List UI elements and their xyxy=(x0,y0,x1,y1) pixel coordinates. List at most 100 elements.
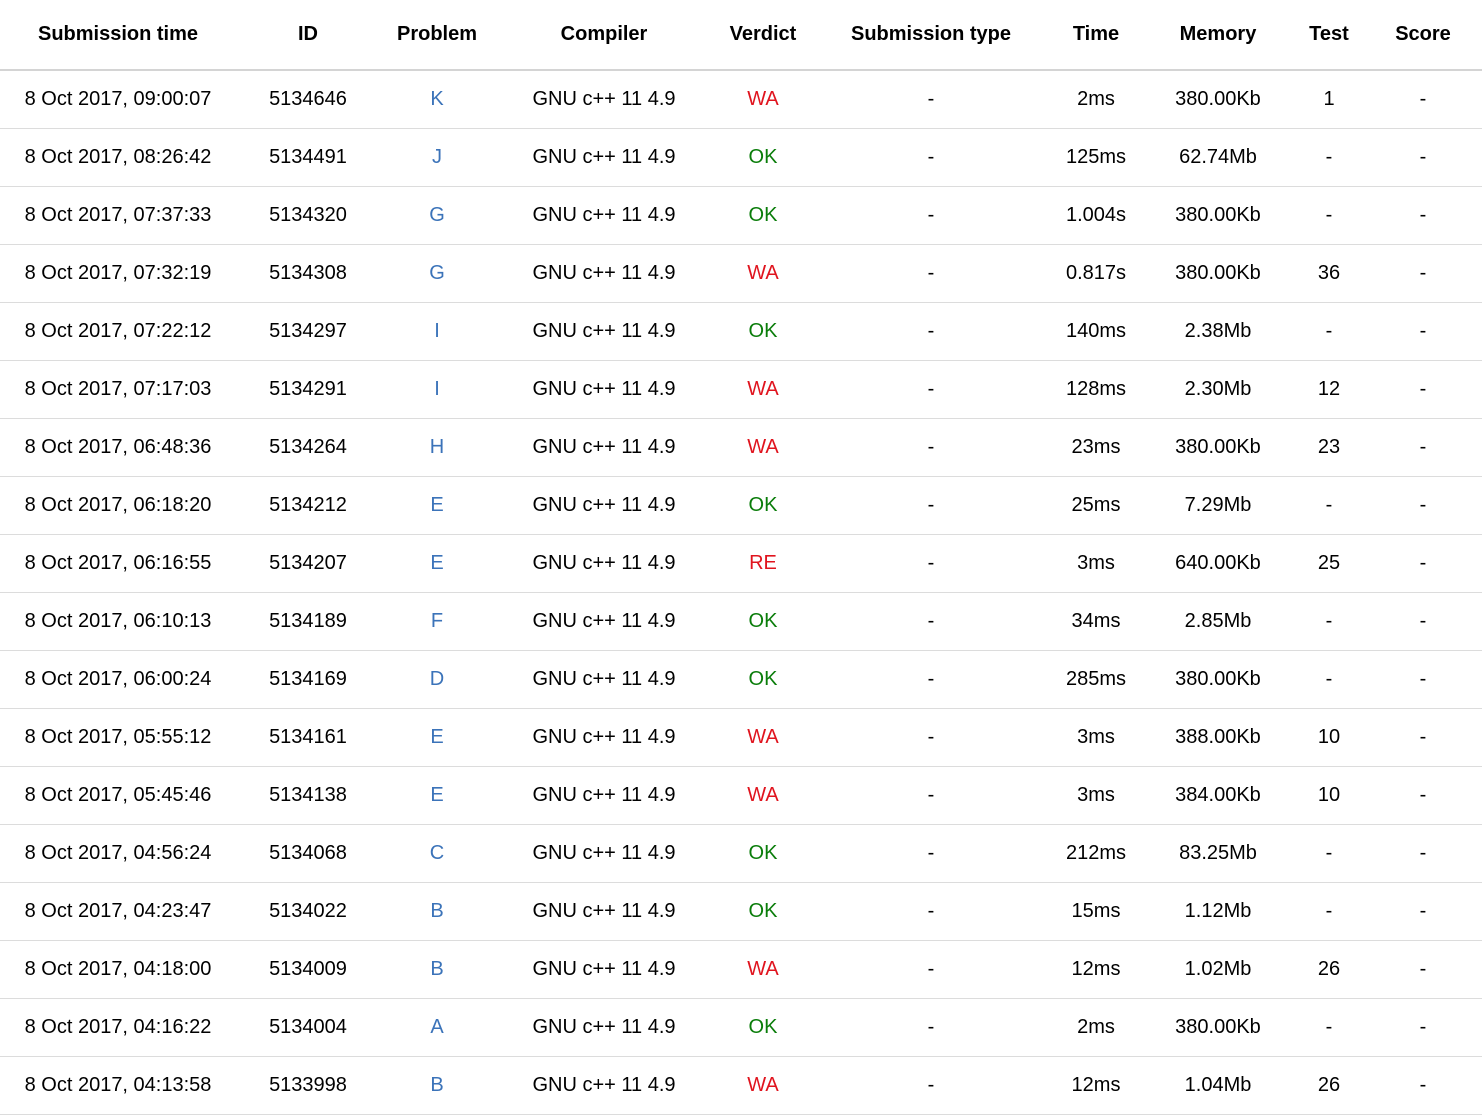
problem-link[interactable]: I xyxy=(434,320,440,342)
cell-memory: 2.85Mb xyxy=(1142,592,1294,651)
table-row: 8 Oct 2017, 04:13:58 5133998 B GNU c++ 11 4… xyxy=(0,1056,1482,1115)
cell-time: 3ms xyxy=(1050,534,1142,593)
problem-link[interactable]: B xyxy=(430,958,444,980)
cell-id: 5134291 xyxy=(236,360,380,419)
cell-submission-type: - xyxy=(812,998,1050,1057)
cell-problem: F xyxy=(380,592,494,651)
cell-verdict: OK xyxy=(714,650,812,709)
header-submission-time: Submission time xyxy=(0,0,236,71)
cell-compiler: GNU c++ 11 4.9 xyxy=(494,128,714,187)
cell-verdict: OK xyxy=(714,824,812,883)
cell-problem: B xyxy=(380,940,494,999)
cell-test: 1 xyxy=(1294,70,1364,129)
cell-id: 5134169 xyxy=(236,650,380,709)
cell-score: - xyxy=(1364,360,1482,419)
problem-link[interactable]: C xyxy=(429,842,445,864)
cell-memory: 380.00Kb xyxy=(1142,244,1294,303)
cell-verdict: WA xyxy=(714,418,812,477)
problem-link[interactable]: I xyxy=(434,378,440,400)
cell-submission-type: - xyxy=(812,476,1050,535)
cell-score: - xyxy=(1364,70,1482,129)
cell-time: 2ms xyxy=(1050,70,1142,129)
cell-verdict: OK xyxy=(714,882,812,941)
cell-compiler: GNU c++ 11 4.9 xyxy=(494,360,714,419)
cell-compiler: GNU c++ 11 4.9 xyxy=(494,766,714,825)
cell-time: 34ms xyxy=(1050,592,1142,651)
cell-time: 3ms xyxy=(1050,766,1142,825)
problem-link[interactable]: J xyxy=(432,146,442,168)
cell-compiler: GNU c++ 11 4.9 xyxy=(494,244,714,303)
cell-id: 5134491 xyxy=(236,128,380,187)
cell-compiler: GNU c++ 11 4.9 xyxy=(494,418,714,477)
cell-id: 5134212 xyxy=(236,476,380,535)
cell-test: 26 xyxy=(1294,1056,1364,1115)
cell-time: 1.004s xyxy=(1050,186,1142,245)
cell-test: 36 xyxy=(1294,244,1364,303)
cell-id: 5134068 xyxy=(236,824,380,883)
table-row: 8 Oct 2017, 04:18:00 5134009 B GNU c++ 11 4… xyxy=(0,940,1482,999)
table-row: 8 Oct 2017, 05:55:12 5134161 E GNU c++ 11 4… xyxy=(0,708,1482,767)
problem-link[interactable]: E xyxy=(430,494,444,516)
cell-memory: 380.00Kb xyxy=(1142,650,1294,709)
cell-submission-type: - xyxy=(812,244,1050,303)
cell-score: - xyxy=(1364,244,1482,303)
cell-time: 140ms xyxy=(1050,302,1142,361)
problem-link[interactable]: D xyxy=(429,668,445,690)
cell-verdict: WA xyxy=(714,766,812,825)
cell-memory: 380.00Kb xyxy=(1142,70,1294,129)
cell-time: 12ms xyxy=(1050,940,1142,999)
cell-submission-type: - xyxy=(812,534,1050,593)
cell-test: - xyxy=(1294,824,1364,883)
problem-link[interactable]: A xyxy=(430,1016,444,1038)
cell-submission-type: - xyxy=(812,302,1050,361)
cell-memory: 1.02Mb xyxy=(1142,940,1294,999)
problem-link[interactable]: K xyxy=(430,88,444,110)
cell-memory: 1.04Mb xyxy=(1142,1056,1294,1115)
cell-problem: I xyxy=(380,360,494,419)
cell-problem: B xyxy=(380,882,494,941)
cell-problem: K xyxy=(380,70,494,129)
cell-submission-time: 8 Oct 2017, 06:00:24 xyxy=(0,650,236,709)
header-submission-type: Submission type xyxy=(812,0,1050,71)
problem-link[interactable]: B xyxy=(430,1074,444,1096)
cell-submission-type: - xyxy=(812,360,1050,419)
cell-submission-type: - xyxy=(812,128,1050,187)
header-id: ID xyxy=(236,0,380,71)
cell-id: 5134161 xyxy=(236,708,380,767)
table-row: 8 Oct 2017, 06:00:24 5134169 D GNU c++ 11 4… xyxy=(0,650,1482,709)
cell-time: 0.817s xyxy=(1050,244,1142,303)
problem-link[interactable]: E xyxy=(430,726,444,748)
cell-submission-time: 8 Oct 2017, 04:23:47 xyxy=(0,882,236,941)
cell-compiler: GNU c++ 11 4.9 xyxy=(494,824,714,883)
cell-score: - xyxy=(1364,476,1482,535)
cell-test: - xyxy=(1294,186,1364,245)
cell-submission-time: 8 Oct 2017, 06:16:55 xyxy=(0,534,236,593)
table-row: 8 Oct 2017, 06:48:36 5134264 H GNU c++ 11 4… xyxy=(0,418,1482,477)
cell-compiler: GNU c++ 11 4.9 xyxy=(494,534,714,593)
cell-compiler: GNU c++ 11 4.9 xyxy=(494,882,714,941)
cell-time: 285ms xyxy=(1050,650,1142,709)
cell-problem: E xyxy=(380,476,494,535)
cell-compiler: GNU c++ 11 4.9 xyxy=(494,940,714,999)
cell-submission-time: 8 Oct 2017, 07:22:12 xyxy=(0,302,236,361)
cell-id: 5134297 xyxy=(236,302,380,361)
cell-test: 10 xyxy=(1294,708,1364,767)
cell-problem: E xyxy=(380,766,494,825)
problem-link[interactable]: G xyxy=(429,262,445,284)
cell-time: 128ms xyxy=(1050,360,1142,419)
problem-link[interactable]: F xyxy=(430,610,444,632)
problem-link[interactable]: E xyxy=(430,784,444,806)
cell-test: - xyxy=(1294,128,1364,187)
cell-problem: C xyxy=(380,824,494,883)
cell-submission-time: 8 Oct 2017, 06:18:20 xyxy=(0,476,236,535)
problem-link[interactable]: G xyxy=(429,204,445,226)
cell-submission-time: 8 Oct 2017, 04:16:22 xyxy=(0,998,236,1057)
cell-submission-type: - xyxy=(812,592,1050,651)
cell-memory: 640.00Kb xyxy=(1142,534,1294,593)
problem-link[interactable]: H xyxy=(429,436,445,458)
problem-link[interactable]: E xyxy=(430,552,444,574)
cell-id: 5134022 xyxy=(236,882,380,941)
cell-id: 5134009 xyxy=(236,940,380,999)
problem-link[interactable]: B xyxy=(430,900,444,922)
